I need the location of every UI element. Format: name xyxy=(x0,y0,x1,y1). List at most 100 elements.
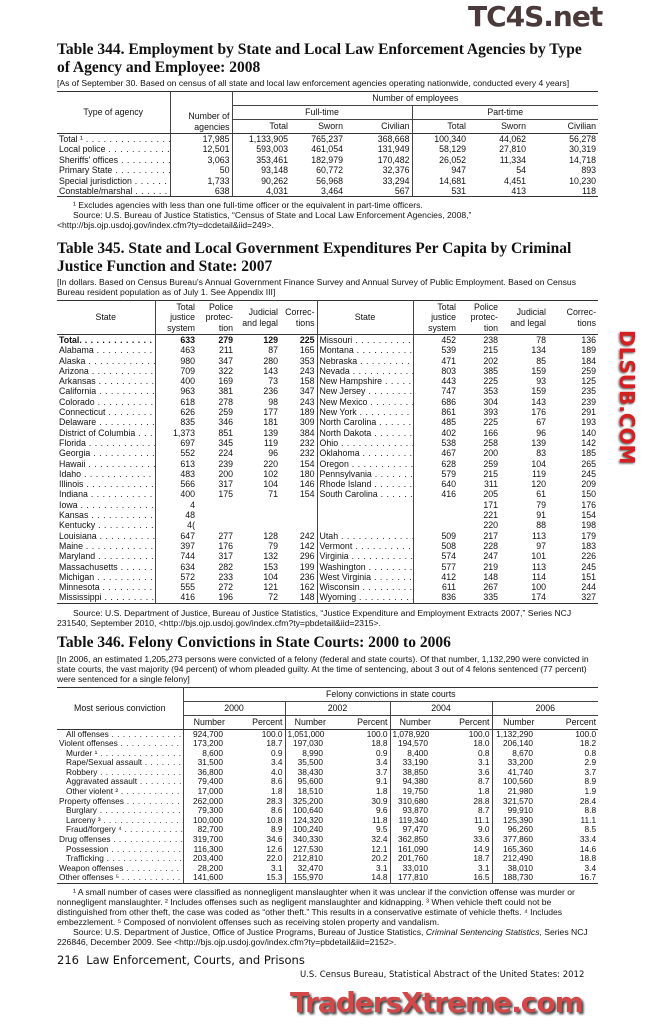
cell-value: 353 xyxy=(483,386,498,397)
state-name: Total. xyxy=(57,334,156,346)
cell-value: 173,200 xyxy=(193,739,223,749)
cell-value: 0.8 xyxy=(440,748,493,759)
cell-value: 169 xyxy=(218,376,233,387)
cell-value: 4,451 xyxy=(503,175,526,186)
state-name: Alaska xyxy=(57,355,156,366)
cell-value: 189 xyxy=(280,407,318,418)
cell-value: 221 xyxy=(483,510,498,521)
cell-value: 174 xyxy=(531,592,546,603)
cell-value: 219 xyxy=(483,561,498,572)
cell-value: 175 xyxy=(218,489,233,500)
cell-value: 1.9 xyxy=(584,787,597,797)
cell-value: 132 xyxy=(263,551,278,562)
col-total: Total justice system xyxy=(428,301,456,333)
col-number: Number xyxy=(503,716,535,727)
row-label: Aggravated assault xyxy=(57,777,184,788)
cell-value: 119,340 xyxy=(398,815,428,825)
table-row: Other offenses ⁵ 141,600 15.3 155,970 14.8 17… xyxy=(57,873,598,884)
cell-value: 100.0 xyxy=(440,729,493,740)
col-ft-civilian: Civilian xyxy=(345,119,413,134)
cell-value: 9.5 xyxy=(335,825,391,836)
cell-value: 197,030 xyxy=(293,739,323,749)
cell-value: 393 xyxy=(483,407,498,418)
cell-value: 4,031 xyxy=(265,186,288,197)
cell-value: 30,319 xyxy=(569,144,596,155)
col-conviction: Most serious conviction xyxy=(57,687,184,730)
cell-value: 634 xyxy=(180,561,195,572)
table-344-title: Table 344. Employment by State and Local… xyxy=(57,41,582,76)
cell-value: 319,700 xyxy=(193,835,223,845)
cell-value: 188,730 xyxy=(503,873,533,883)
page-footer: 216 Law Enforcement, Courts, and Prisons xyxy=(57,953,305,967)
state-name: Idaho xyxy=(57,468,156,480)
cell-value: 18.0 xyxy=(440,739,493,749)
cell-value: 90,262 xyxy=(261,175,288,186)
cell-value: 165,360 xyxy=(503,844,533,854)
cell-value: 28.3 xyxy=(235,796,286,807)
col-percent: Percent xyxy=(335,715,391,729)
cell-value: 35,500 xyxy=(297,758,323,768)
cell-value: 471 xyxy=(441,355,456,366)
cell-value: 184 xyxy=(581,355,596,366)
col-parttime: Part-time xyxy=(412,105,598,120)
cell-value: 413 xyxy=(511,186,526,197)
cell-value: 33.6 xyxy=(440,835,493,845)
cell-value: 686 xyxy=(441,396,456,407)
cell-value: 148 xyxy=(483,571,498,582)
state-name xyxy=(317,499,414,511)
table-346-footnotes: ¹ A small number of cases were classifie… xyxy=(57,887,575,927)
cell-value: 538 xyxy=(441,437,456,448)
table-row: Fraud/forgery ⁴ 82,700 8.9 100,240 9.5 97,470… xyxy=(57,825,598,836)
cell-value: 88 xyxy=(536,520,546,531)
table-344-footnote: ¹ Excludes agencies with less than one f… xyxy=(73,200,423,211)
cell-value: 177 xyxy=(263,407,278,418)
cell-value: 384 xyxy=(280,427,318,438)
cell-value: 317 xyxy=(218,551,233,562)
cell-value: 893 xyxy=(581,165,596,176)
cell-value: 200 xyxy=(218,468,233,479)
cell-value: 83 xyxy=(536,448,546,459)
cell-value: 100,560 xyxy=(503,777,533,787)
cell-value: 353,461 xyxy=(256,154,288,165)
cell-value: 258 xyxy=(483,437,498,448)
cell-value: 33.4 xyxy=(579,835,597,845)
cell-value: 200 xyxy=(483,448,498,459)
cell-value: 3,464 xyxy=(320,186,343,197)
cell-value: 8,600 xyxy=(202,748,223,758)
cell-value: 509 xyxy=(441,530,456,541)
cell-value: 56,968 xyxy=(316,175,343,186)
row-label: Local police xyxy=(57,144,171,155)
cell-value: 236 xyxy=(263,386,278,397)
cell-value: 119 xyxy=(531,468,546,479)
cell-value: 0.9 xyxy=(235,748,286,759)
cell-value: 3.1 xyxy=(440,758,493,768)
cell-value: 148 xyxy=(280,592,318,604)
cell-value: 3.7 xyxy=(584,767,597,777)
cell-value: 79,300 xyxy=(197,806,223,816)
table-row: Kansas 48 221 91 154 xyxy=(57,510,598,521)
cell-value: 104 xyxy=(531,458,546,469)
table-345: State Total justice system Police protec… xyxy=(57,300,598,604)
cell-value: 3.1 xyxy=(440,863,493,874)
cell-value: 93,870 xyxy=(402,806,428,816)
table-345-notes: Source: U.S. Department of Justice, Bure… xyxy=(57,608,598,628)
table-row: Iowa 4 171 79 176 xyxy=(57,499,598,511)
row-label: Primary State xyxy=(57,165,171,176)
cell-value: 861 xyxy=(441,407,456,418)
cell-value: 225 xyxy=(483,417,498,428)
page-number: 216 xyxy=(57,953,79,967)
cell-value: 31,500 xyxy=(197,758,223,768)
row-label: Possession xyxy=(57,844,184,855)
state-name: Kansas xyxy=(57,510,156,521)
cell-value: 3.4 xyxy=(235,758,286,768)
cell-value: 291 xyxy=(581,407,596,418)
cell-value: 14.6 xyxy=(579,844,597,854)
cell-value: 647 xyxy=(180,530,195,541)
row-label: Drug offenses xyxy=(57,835,184,845)
cell-value: 8,400 xyxy=(407,748,428,758)
cell-value: 11.1 xyxy=(580,815,597,825)
